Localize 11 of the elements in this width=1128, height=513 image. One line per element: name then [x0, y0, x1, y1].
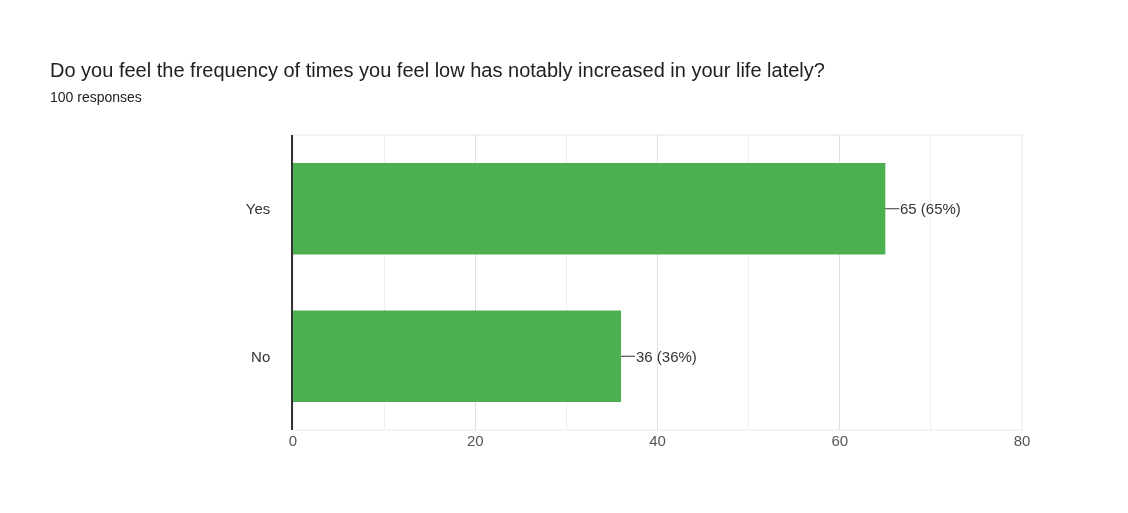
- x-tick-label: 0: [288, 432, 298, 449]
- x-tick-label: 20: [466, 432, 484, 449]
- chart-title: Do you feel the frequency of times you feel low has notably increased in your life lately?: [50, 59, 825, 81]
- text: 100 responses: [50, 89, 142, 105]
- data-label: 36 (36%): [636, 348, 697, 365]
- y-tick-label: No: [251, 347, 271, 365]
- y-tick-label: Yes: [245, 200, 271, 217]
- x-tick-label: 60: [831, 432, 849, 449]
- x-tick-label: 80: [1013, 432, 1031, 449]
- x-tick-label: 40: [649, 432, 666, 449]
- data-label: 65 (65%): [900, 200, 961, 217]
